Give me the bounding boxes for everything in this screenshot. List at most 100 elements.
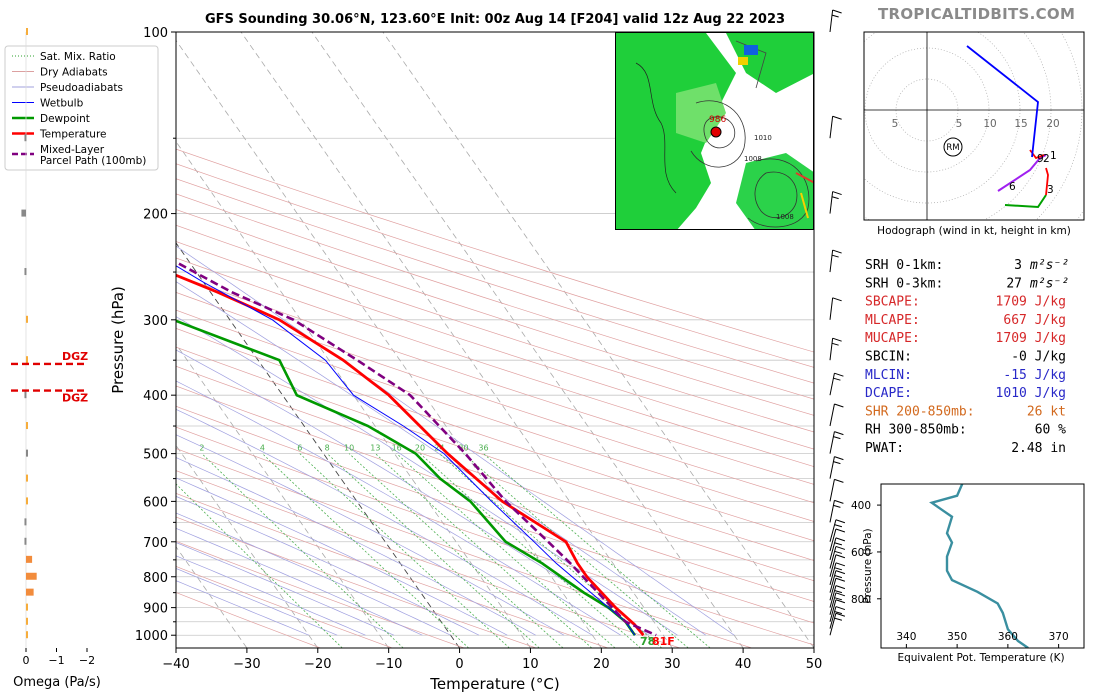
hodograph-trace-3-1km	[1045, 167, 1049, 196]
x-tick-label: 50	[806, 657, 823, 672]
isotherm	[176, 444, 319, 648]
storm-motion-label: RM	[946, 143, 959, 153]
index-value: 3	[1014, 258, 1022, 273]
wind-barb-flag	[834, 499, 844, 504]
isotherm	[311, 32, 744, 648]
pseudoadiabat	[176, 477, 508, 636]
wind-barb	[829, 9, 834, 33]
legend-entry-label: Dry Adiabats	[40, 67, 108, 79]
theta-e-ytick-label: 800	[851, 594, 871, 606]
hodograph-height-label: 2	[1043, 153, 1050, 165]
legend-entry-label: Temperature	[39, 129, 107, 141]
wind-barb	[829, 554, 837, 577]
x-tick-label: −10	[375, 657, 402, 672]
dry-adiabat	[176, 257, 814, 467]
theta-e-xtick-label: 370	[1049, 631, 1069, 643]
wind-barb	[829, 479, 835, 502]
dry-adiabat	[176, 163, 814, 368]
dry-adiabat	[176, 328, 814, 542]
hodograph-trace-9-6km	[997, 154, 1047, 192]
wind-barb-flag	[835, 545, 846, 550]
mixing-ratio-label: 6	[297, 444, 302, 453]
index-value: 2.48 in	[1011, 441, 1066, 456]
legend-entry-label: Mixed-Layer	[40, 144, 105, 156]
hodograph-panel: 5 5 10 15 20 12 3 6 9 RM	[863, 31, 1085, 221]
sounding-location-marker	[710, 126, 722, 138]
theta-e-frame	[880, 483, 1085, 649]
mixing-ratio-label: 30	[458, 444, 468, 453]
mixing-ratio-label: 20	[415, 444, 425, 453]
hodograph-height-label: 6	[1009, 181, 1016, 193]
dry-adiabat	[176, 346, 814, 561]
index-unit: m²s⁻²	[1029, 258, 1069, 273]
hodograph-trace-upper	[966, 45, 1039, 158]
x-tick-label: 20	[593, 657, 610, 672]
mixing-ratio-line	[299, 453, 510, 648]
wind-barb	[829, 456, 835, 479]
pseudoadiabat	[176, 542, 395, 636]
wind-barb	[829, 373, 835, 396]
wind-barb-flag	[835, 612, 846, 617]
index-label: MLCAPE:	[865, 313, 920, 328]
wind-barb-flag	[835, 537, 846, 542]
legend-entry-label: Sat. Mix. Ratio	[40, 51, 116, 63]
theta-e-xtick-label: 350	[947, 631, 967, 643]
surface-temp-label: 81F	[652, 635, 675, 648]
theta-e-profile	[929, 484, 1029, 648]
wind-barb	[829, 570, 837, 593]
wind-barb-flag	[831, 342, 839, 346]
skewt-xlabel: Temperature (°C)	[429, 675, 559, 693]
wind-barb-flag	[832, 337, 842, 342]
y-tick-label: 500	[143, 448, 168, 463]
wind-barb-flag	[834, 567, 843, 571]
wind-barb	[829, 338, 834, 361]
dry-adiabat	[176, 426, 814, 646]
legend-box	[4, 45, 159, 171]
dry-adiabat	[176, 385, 814, 602]
index-label: SRH 0-1km:	[865, 258, 943, 273]
mixing-ratio-line	[348, 453, 564, 648]
omega-xlabel: Omega (Pa/s)	[13, 675, 101, 690]
index-value: -0 J/kg	[1011, 350, 1066, 365]
wind-barb-flag	[835, 577, 846, 582]
pseudoadiabat	[176, 245, 735, 636]
low-pressure-label: 986	[709, 115, 726, 125]
wind-barb-flag	[832, 115, 842, 120]
y-tick-label: 300	[143, 314, 168, 329]
index-label: SHR 200-850mb:	[865, 404, 975, 419]
hodograph-plot-area: 5 5 10 15 20 12 3 6 9 RM	[864, 32, 1084, 220]
omega-bar	[26, 588, 34, 596]
wind-barb-flag	[832, 249, 842, 254]
hodograph-ring-label: 10	[983, 118, 996, 130]
omega-bar	[26, 28, 28, 35]
wind-barb	[829, 606, 837, 629]
pseudoadiabat	[176, 457, 536, 636]
wind-barb	[829, 613, 837, 636]
wind-barb-flag	[835, 528, 846, 533]
dry-adiabat	[176, 405, 814, 624]
dry-adiabat	[176, 148, 814, 353]
hodograph-height-label: 3	[1047, 184, 1054, 196]
mixing-ratio-line	[201, 453, 404, 648]
pseudoadiabat	[176, 495, 480, 636]
dry-adiabat	[176, 470, 680, 648]
omega-bar	[26, 497, 28, 505]
pseudoadiabat	[176, 555, 366, 636]
wind-barb	[829, 116, 834, 139]
wind-barb-flag	[831, 254, 839, 258]
dry-adiabat	[176, 193, 814, 400]
wind-barb-flag	[834, 403, 844, 408]
wind-barb	[829, 500, 835, 523]
wind-barb	[829, 528, 837, 552]
legend-entry-label: Pseudoadiabats	[40, 82, 123, 94]
theta-e-ytick-label: 600	[851, 547, 871, 559]
x-tick-label: −30	[233, 657, 260, 672]
mixing-ratio-label: 10	[344, 444, 354, 453]
series-temperature	[176, 273, 645, 637]
wind-barb-flag	[835, 519, 846, 524]
omega-bar	[26, 449, 28, 457]
mixing-ratio-label: 8	[325, 444, 330, 453]
index-value: 1010 J/kg	[996, 386, 1066, 401]
wind-barb-flag	[833, 504, 841, 508]
